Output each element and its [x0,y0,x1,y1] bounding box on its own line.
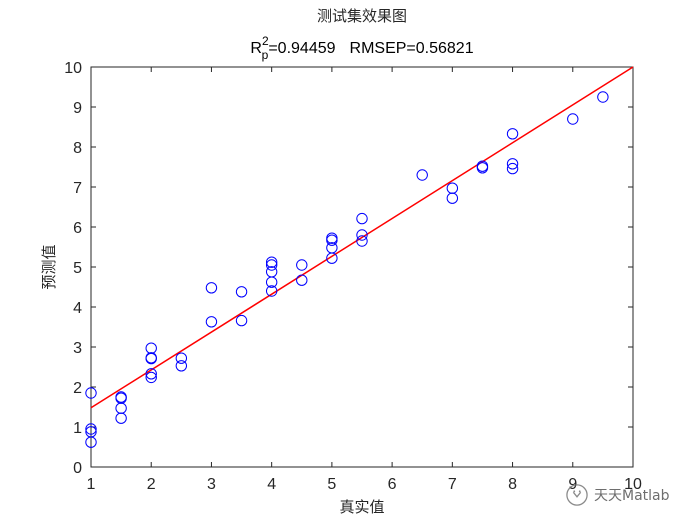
y-tick-label: 2 [73,380,82,397]
x-tick-label: 1 [87,476,96,493]
watermark-text: 天天Matlab [594,488,670,504]
chart-stats-title: R2 p=0.94459 RMSEP=0.56821 [250,34,473,62]
r-symbol: R [250,40,262,57]
data-point [205,282,218,294]
data-point [115,412,127,424]
r-subscript: p [262,48,269,62]
y-tick-label: 5 [73,260,82,277]
data-point [205,316,218,328]
r-superscript: 2 [262,34,269,48]
data-point [356,212,368,225]
data-point [296,274,308,286]
data-point [506,158,519,170]
x-tick-label: 3 [207,476,216,493]
data-point [326,234,338,246]
x-tick-label: 4 [267,476,276,493]
x-tick-label: 8 [508,476,517,493]
data-point [235,314,248,327]
plot-frame [90,66,634,468]
data-point [265,256,278,268]
x-tick-label: 9 [568,476,577,493]
data-point [567,113,579,125]
data-point [296,259,308,271]
data-point [416,169,428,181]
rmsep-value: RMSEP=0.56821 [350,40,474,57]
data-point [506,162,519,175]
data-point [265,285,278,297]
data-point [506,128,519,140]
data-point [145,368,157,380]
data-point [175,360,188,372]
x-tick-label: 7 [448,476,457,493]
r-squared-value: =0.94459 [268,40,335,57]
x-tick-label: 2 [147,476,156,493]
wechat-icon [566,484,588,506]
data-point [446,192,459,204]
watermark: 天天Matlab [566,484,670,506]
x-tick-label: 10 [624,476,642,493]
y-tick-label: 1 [73,420,82,437]
data-point [85,423,97,435]
data-point [235,286,248,298]
y-axis-label: 预测值 [40,244,58,289]
y-tick-label: 8 [73,140,82,157]
y-tick-label: 10 [64,60,82,77]
y-tick-label: 7 [73,180,82,197]
data-point [175,352,188,364]
y-tick-label: 3 [73,340,82,357]
x-tick-label: 5 [327,476,336,493]
x-axis-label: 真实值 [339,498,384,516]
data-point [476,162,489,174]
data-point [265,276,278,288]
chart-title: 测试集效果图 [317,7,407,25]
fit-line [90,66,634,409]
y-tick-label: 4 [73,300,82,317]
y-tick-label: 9 [73,100,82,117]
data-point [597,91,609,103]
data-point [145,371,157,384]
data-point [145,352,157,365]
x-tick-label: 6 [388,476,397,493]
y-tick-label: 0 [73,460,82,477]
y-tick-label: 6 [73,220,82,237]
data-point [265,259,278,271]
data-point [85,436,97,448]
data-point [326,252,338,264]
data-point [356,235,368,247]
data-point [356,229,368,241]
data-point [85,387,97,399]
